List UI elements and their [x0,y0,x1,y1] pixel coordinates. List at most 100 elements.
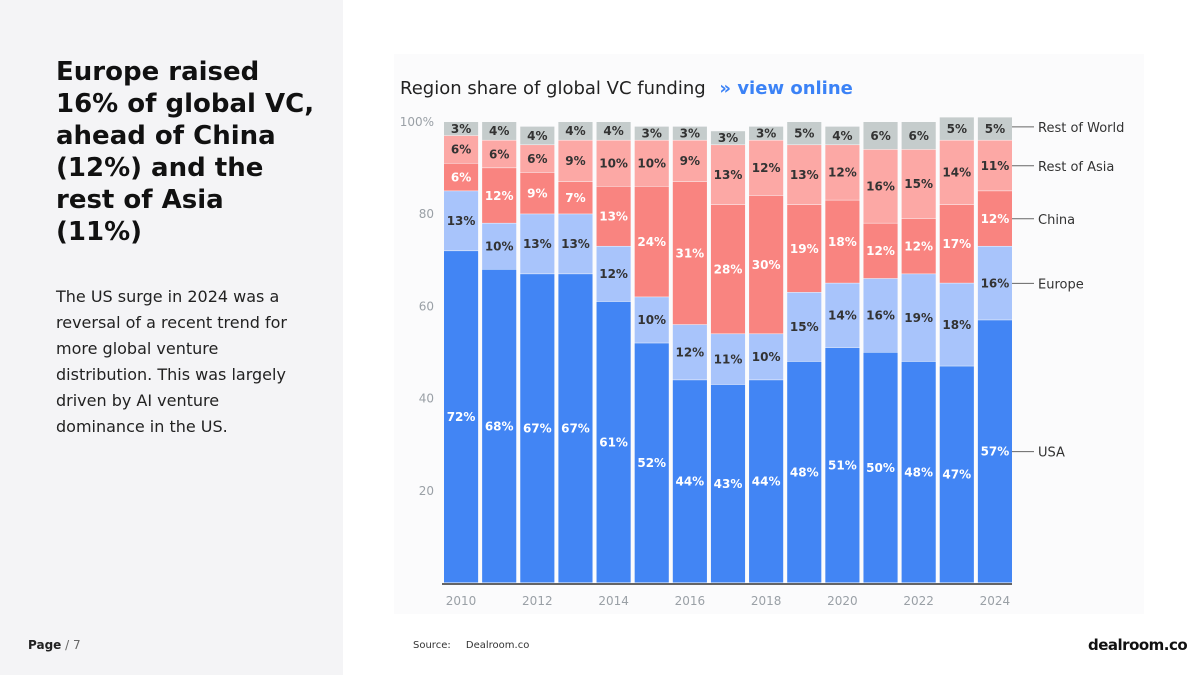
x-tick-label: 2016 [675,594,706,608]
bar-segment [596,301,631,583]
data-label: 44% [752,475,781,489]
bar-segment [787,361,822,583]
x-tick-label: 2020 [827,594,858,608]
bar-segment [596,246,631,302]
dealroom-logo: dealroom.co [1088,636,1188,654]
bar-segment [710,384,746,583]
data-label: 14% [942,166,971,180]
bar-segment [901,218,936,274]
bar-segment [710,334,746,385]
link-arrow-icon: » [719,78,732,99]
bar-segment [444,251,479,583]
bar-segment [558,181,593,214]
data-label: 5% [794,127,814,141]
y-tick-label: 80 [419,207,434,221]
data-label: 14% [828,309,857,323]
data-label: 6% [451,170,471,184]
view-online-text: view online [737,78,853,99]
data-label: 19% [904,311,933,325]
data-label: 6% [527,152,547,166]
data-label: 7% [565,191,585,205]
bar-segment [634,140,669,187]
data-label: 13% [599,210,628,224]
left-panel: Europe raised 16% of global VC, ahead of… [0,0,343,675]
bar-segment [596,140,631,187]
data-label: 13% [790,168,819,182]
bar-segment [482,122,517,140]
data-label: 5% [947,122,967,136]
bar-segment [520,214,555,274]
bar-segment [977,117,1012,140]
bar-segment [825,145,860,200]
data-label: 51% [828,458,857,472]
data-label: 9% [680,154,700,168]
view-online-link[interactable]: » view online [719,78,852,99]
chart-title-row: Region share of global VC funding » view… [400,78,853,99]
x-tick-label: 2014 [598,594,629,608]
page-indicator: Page / 7 [28,638,81,652]
bar-segment [901,149,936,219]
bar-segment [444,191,479,251]
bar-segment [558,274,593,583]
data-label: 72% [447,410,476,424]
x-tick-label: 2022 [903,594,934,608]
data-label: 43% [714,477,743,491]
bar-segment [939,204,974,283]
data-label: 16% [981,276,1010,290]
bar-segment [939,283,974,366]
data-label: 18% [942,318,971,332]
bar-segment [749,195,784,334]
bar-segment [596,122,631,140]
data-label: 12% [485,189,514,203]
bar-segment [558,214,593,274]
data-label: 10% [752,350,781,364]
data-label: 12% [675,346,704,360]
bar-segment [520,274,555,583]
data-label: 17% [942,237,971,251]
bar-segment [444,122,479,136]
data-label: 13% [447,214,476,228]
data-label: 13% [561,237,590,251]
data-label: 57% [981,445,1010,459]
bar-segment [787,145,822,205]
bar-segment [444,163,479,191]
bar-segment [977,140,1012,191]
bar-segment [939,140,974,205]
data-label: 3% [718,131,738,145]
headline: Europe raised 16% of global VC, ahead of… [56,57,315,247]
bar-segment [749,140,784,196]
bar-segment [977,246,1012,320]
data-label: 3% [451,122,471,136]
data-label: 19% [790,242,819,256]
bar-segment [825,283,860,348]
data-label: 28% [714,263,743,277]
data-label: 10% [485,239,514,253]
data-label: 12% [866,244,895,258]
data-label: 6% [870,129,890,143]
data-label: 3% [680,127,700,141]
data-label: 5% [985,122,1005,136]
data-label: 30% [752,258,781,272]
bar-segment [825,200,860,283]
data-label: 15% [790,320,819,334]
bar-segment [520,172,555,214]
bar-segment [939,366,974,583]
data-label: 12% [828,166,857,180]
chart-title: Region share of global VC funding [400,78,706,99]
data-label: 12% [981,212,1010,226]
x-tick-label: 2012 [522,594,553,608]
data-label: 9% [565,154,585,168]
data-label: 52% [637,456,666,470]
bar-segment [520,145,555,173]
y-tick-label: 100% [400,115,434,129]
data-label: 12% [599,267,628,281]
bar-segment [863,223,898,279]
bar-segment [825,347,860,583]
x-tick-label: 2010 [446,594,477,608]
bar-segment [977,191,1012,246]
bar-segment [558,122,593,140]
legend-label: Rest of World [1038,121,1124,136]
data-label: 18% [828,235,857,249]
bar-segment [863,149,898,223]
data-label: 50% [866,461,895,475]
